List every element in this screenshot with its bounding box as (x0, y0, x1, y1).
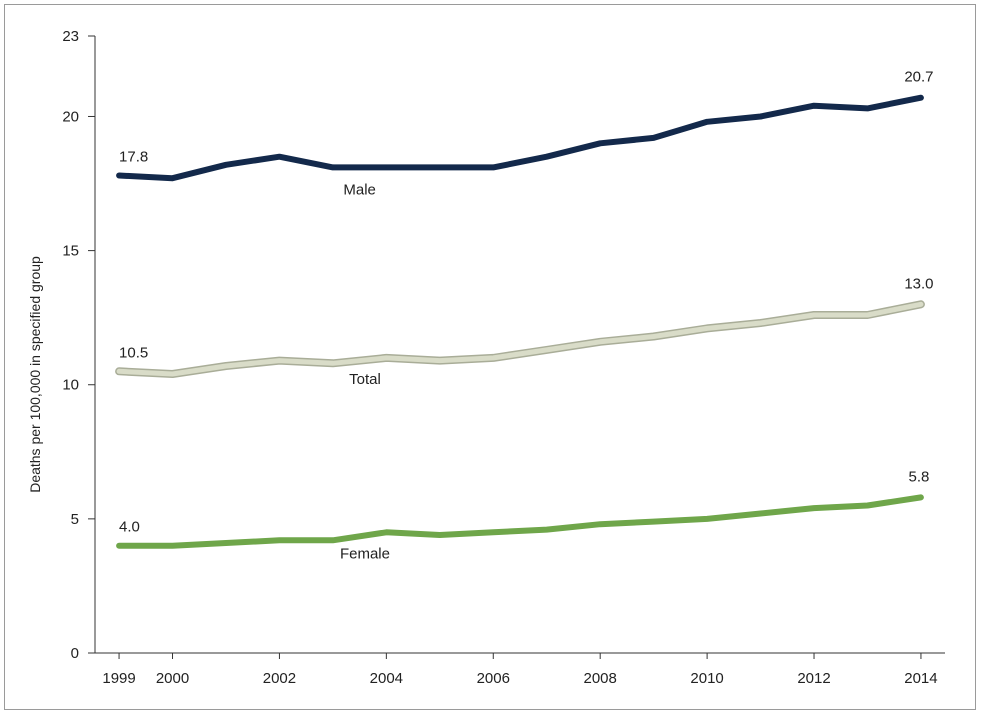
data-point-female (599, 523, 601, 525)
y-tick-label: 0 (71, 645, 79, 662)
x-tick-label: 2012 (797, 670, 830, 687)
data-label-female-end: 5.8 (909, 468, 930, 485)
data-point-male (225, 164, 227, 166)
data-point-female (653, 521, 655, 523)
data-point-female (760, 513, 762, 515)
data-point-total (385, 357, 387, 359)
data-point-total (866, 314, 868, 316)
data-point-male (278, 156, 280, 158)
x-tick-label: 2010 (690, 670, 723, 687)
data-point-female (332, 539, 334, 541)
data-label-male-start: 17.8 (119, 148, 148, 165)
data-point-total (332, 362, 334, 364)
data-point-male (439, 166, 441, 168)
series-layer: 17.8 20.7 Male 10.5 13.0 Total 4.0 5.8 Female (115, 69, 934, 562)
data-point-female (920, 496, 922, 498)
x-tick-label: 2008 (584, 670, 617, 687)
data-point-male (653, 137, 655, 139)
series-male: 17.8 20.7 Male (116, 69, 934, 198)
series-line-female (116, 494, 924, 549)
series-name-label-total: Total (349, 371, 381, 388)
data-point-male (172, 177, 174, 179)
data-label-total-start: 10.5 (119, 344, 148, 361)
data-point-male (866, 107, 868, 109)
data-point-total (599, 341, 601, 343)
data-point-male (332, 166, 334, 168)
data-point-total (172, 373, 174, 375)
data-point-female (118, 545, 120, 547)
x-tick-label: 1999 (102, 670, 135, 687)
data-point-male (920, 97, 922, 99)
data-point-total (920, 303, 922, 305)
data-point-total (813, 314, 815, 316)
series-line-total (116, 301, 924, 377)
y-tick-label: 5 (71, 511, 79, 528)
x-axis-ticks: 1999 2000 2002 2004 2006 2008 2010 2012 2014 (102, 653, 938, 687)
series-line-male (116, 94, 924, 182)
series-name-label-female: Female (340, 545, 390, 562)
x-tick-label: 2006 (477, 670, 510, 687)
data-point-male (760, 115, 762, 117)
data-point-total (225, 365, 227, 367)
data-point-female (385, 531, 387, 533)
y-axis-ticks: 0 5 10 15 20 23 (62, 28, 95, 662)
data-point-total (118, 370, 120, 372)
y-axis-title: Deaths per 100,000 in specified group (27, 256, 43, 493)
data-point-male (599, 142, 601, 144)
data-point-male (385, 166, 387, 168)
axes (94, 36, 945, 654)
data-point-female (172, 545, 174, 547)
data-point-total (492, 357, 494, 359)
data-point-female (278, 539, 280, 541)
x-tick-label: 2014 (904, 670, 937, 687)
data-point-male (118, 174, 120, 176)
data-point-female (813, 507, 815, 509)
series-total: 10.5 13.0 Total (115, 275, 934, 388)
y-tick-label: 15 (62, 243, 79, 260)
data-label-female-start: 4.0 (119, 519, 140, 536)
data-label-total-end: 13.0 (904, 275, 933, 292)
y-tick-label: 20 (62, 108, 79, 125)
data-point-total (278, 360, 280, 362)
x-tick-label: 2002 (263, 670, 296, 687)
series-female: 4.0 5.8 Female (116, 468, 930, 562)
data-point-total (760, 322, 762, 324)
data-point-total (439, 360, 441, 362)
data-label-male-end: 20.7 (904, 69, 933, 86)
data-point-male (492, 166, 494, 168)
series-name-label-male: Male (343, 181, 376, 198)
data-point-female (492, 531, 494, 533)
x-tick-label: 2000 (156, 670, 189, 687)
y-tick-label: 10 (62, 377, 79, 394)
data-point-female (546, 529, 548, 531)
data-point-male (706, 121, 708, 123)
data-point-total (546, 349, 548, 351)
data-point-male (813, 105, 815, 107)
data-point-female (439, 534, 441, 536)
data-point-total (706, 327, 708, 329)
data-point-female (225, 542, 227, 544)
data-point-male (546, 156, 548, 158)
x-tick-label: 2004 (370, 670, 403, 687)
data-point-female (866, 504, 868, 506)
data-point-female (706, 518, 708, 520)
y-tick-label: 23 (62, 28, 79, 45)
data-point-total (653, 335, 655, 337)
